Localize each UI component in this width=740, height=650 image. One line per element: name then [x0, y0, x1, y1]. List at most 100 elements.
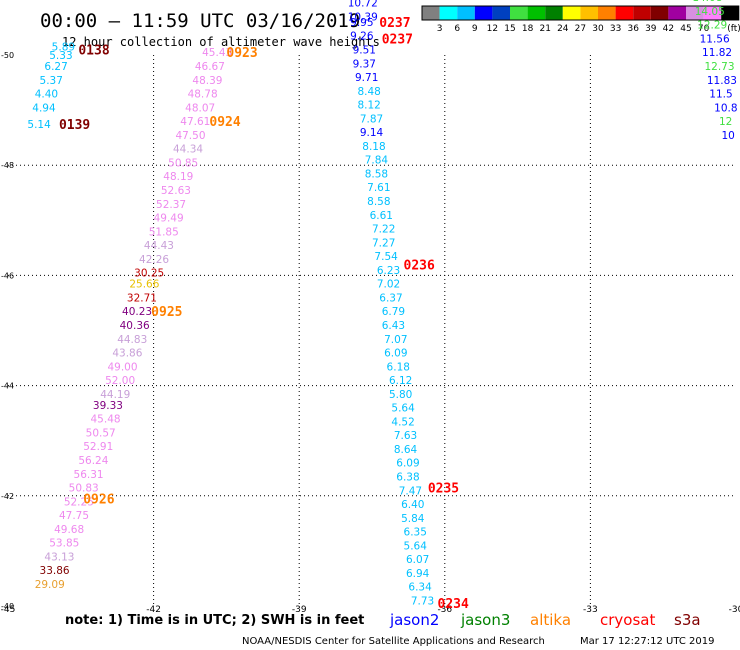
swh-color-scale: 3 6 9 12 15 18 21 24 27 30 33 36 39 42 45 70 (ft)	[421, 5, 740, 34]
pass-time-labels: 0926 0925 0924 0923 0139 0138 0234 0235 0236 0237…	[59, 16, 469, 612]
altika-swh-label: 46.67	[195, 61, 225, 73]
map-grid	[8, 55, 736, 606]
altika-swh-label: 48.39	[192, 75, 222, 87]
jason2-swh-label: 9.14	[360, 127, 384, 139]
y-tick-label: -50	[1, 51, 14, 60]
altika-swh-label: 30.25	[134, 268, 164, 280]
altika-swh-label: 43.13	[44, 551, 74, 563]
jason2-swh-label: 6.94	[406, 568, 430, 580]
s3a-swh-label: 4.40	[35, 89, 58, 101]
jason2-swh-label: 7.27	[372, 237, 395, 249]
x-tick-label: -39	[292, 605, 307, 615]
altika-swh-label: 43.86	[112, 348, 142, 360]
jason2-swh-label: 6.38	[396, 472, 419, 484]
pass-time-label: 0139	[59, 118, 90, 133]
x-tick-label: -30	[729, 605, 740, 615]
s3a-swh-label: 5.33	[49, 50, 72, 62]
scale-tick-label: 15	[504, 24, 515, 34]
jason2-swh-label: 7.61	[367, 182, 390, 194]
jason2-swh-label: 5.84	[401, 513, 425, 525]
altika-swh-label: 48.78	[188, 89, 218, 101]
y-tick-label: -46	[1, 271, 14, 280]
jason2-swh-label: 6.34	[408, 582, 432, 594]
s3a-swh-label: 5.37	[40, 75, 63, 87]
scale-tick-label: 24	[557, 24, 569, 34]
jason2-swh-label: 5.64	[391, 403, 415, 415]
legend-jason3: jason3	[460, 611, 510, 629]
chart-subtitle: 12 hour collection of altimeter wave hei…	[62, 35, 380, 49]
scale-tick-label: 30	[592, 24, 604, 34]
jason2-swh-label: 7.87	[360, 113, 383, 125]
scale-swatch	[562, 6, 581, 20]
jason3-swh-label: 11.82	[702, 47, 732, 59]
jason3-swh-label: 11.83	[707, 75, 737, 87]
altika-swh-label: 49.49	[154, 213, 184, 225]
legend-s3a: s3a	[674, 611, 701, 629]
legend-jason2: jason2	[389, 611, 439, 629]
scale-swatch	[474, 6, 493, 20]
s3a-swh-label: 4.94	[32, 102, 56, 114]
scale-swatch	[439, 6, 458, 20]
jason2-swh-label: 7.22	[372, 224, 395, 236]
jason2-swh-label: 5.64	[404, 540, 428, 552]
jason3-swh-label: 11.56	[700, 33, 730, 45]
y-tick-label: -48	[1, 161, 14, 170]
altika-swh-label: 50.83	[69, 483, 99, 495]
altika-swh-label: 49.68	[54, 524, 84, 536]
jason2-swh-label: 8.58	[367, 196, 390, 208]
altika-swh-label: 29.09	[35, 579, 65, 591]
pass-time-label: 0926	[83, 493, 114, 508]
scale-swatch	[633, 6, 651, 20]
altika-swh-label: 47.75	[59, 510, 89, 522]
altika-swh-label: 45.48	[91, 414, 121, 426]
altika-swh-label: 53.85	[49, 538, 79, 550]
scale-swatch	[580, 6, 598, 20]
pass-time-label: 0236	[404, 258, 435, 273]
jason2-swh-label: 7.54	[374, 251, 398, 263]
altika-swh-label: 56.24	[78, 455, 108, 467]
y-tick-label: -42	[1, 492, 14, 501]
jason3-swh-label: 12.29	[697, 20, 727, 32]
scale-tick-label: 21	[539, 24, 550, 34]
jason2-swh-label: 8.18	[362, 141, 385, 153]
footer-note: note: 1) Time is in UTC; 2) SWH is in fe…	[65, 613, 364, 628]
jason2-swh-label: 6.43	[382, 320, 405, 332]
altika-swh-label: 51.85	[149, 226, 179, 238]
jason3-swh-label: 11.5	[709, 89, 732, 101]
jason2-swh-label: 7.07	[384, 334, 407, 346]
scale-swatch	[686, 6, 704, 20]
scale-swatch	[650, 6, 669, 20]
altika-swh-label: 48.07	[185, 102, 215, 114]
altika-swh-label: 47.50	[175, 130, 205, 142]
s3a-swh-label: 5.89	[52, 42, 75, 54]
scale-swatch	[721, 6, 739, 20]
pass-time-label: 0234	[438, 597, 469, 612]
altika-swh-label: 42.26	[139, 254, 169, 266]
jason2-swh-label: 6.18	[387, 361, 410, 373]
footer-credit: NOAA/NESDIS Center for Satellite Applica…	[242, 636, 545, 647]
jason2-swh-label: 6.40	[401, 499, 424, 511]
altika-swh-label: 32.71	[127, 292, 157, 304]
altika-swh-label: 50.85	[168, 157, 198, 169]
jason2-swh-label: 7.47	[399, 485, 422, 497]
scale-frame	[421, 5, 740, 21]
scale-swatch	[703, 6, 722, 20]
jason2-swh-label: 6.07	[406, 554, 429, 566]
altika-swh-label: 44.34	[173, 144, 203, 156]
altika-swh-label: 50.57	[86, 427, 116, 439]
jason2-swh-label: 6.09	[396, 458, 419, 470]
scale-tick-label: 18	[522, 24, 534, 34]
jason2-swh-label: 4.52	[391, 416, 414, 428]
altika-swh-label: 39.33	[93, 400, 123, 412]
scale-tick-label: 33	[610, 24, 621, 34]
altika-swh-label: 44.83	[117, 334, 147, 346]
x-tick-label: -42	[146, 605, 161, 615]
scale-swatch	[615, 6, 634, 20]
jason2-swh-label: 6.35	[404, 527, 427, 539]
jason2-swh-label: 9.51	[353, 44, 376, 56]
pass-time-label: 0925	[151, 305, 182, 320]
jason2-swh-label: 8.12	[357, 100, 380, 112]
x-tick-label: -36	[437, 605, 452, 615]
altika-swh-label: 49.00	[107, 361, 137, 373]
